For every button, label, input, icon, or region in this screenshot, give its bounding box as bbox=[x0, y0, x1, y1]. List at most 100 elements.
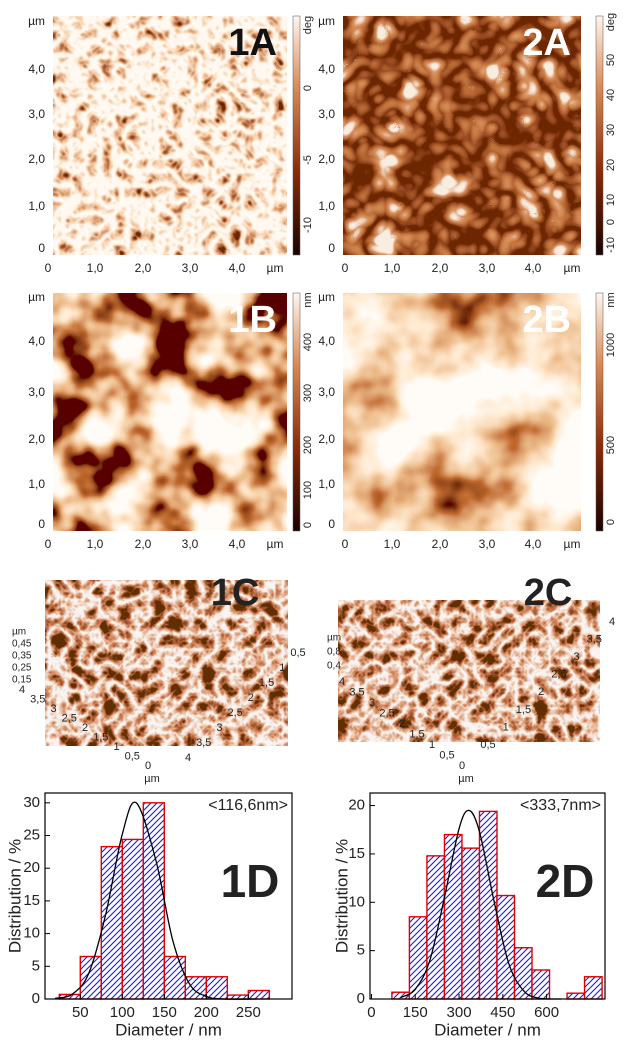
y-axis-label: Distribution / % bbox=[5, 839, 24, 953]
bar bbox=[80, 956, 101, 999]
panel-label: 1D bbox=[221, 855, 280, 907]
surface-tick-label: 3,5 bbox=[587, 633, 602, 645]
y-tick-label: 5 bbox=[357, 942, 365, 959]
surface-tick-label: µm bbox=[144, 773, 160, 785]
y-axis-label: Distribution / % bbox=[332, 839, 351, 953]
colorbar bbox=[596, 16, 603, 255]
surface-tick-label: 1 bbox=[503, 721, 509, 733]
x-tick-label: 0 bbox=[342, 261, 349, 275]
colorbar-label: deg bbox=[302, 16, 314, 34]
bar bbox=[409, 917, 427, 999]
colorbar-label: 1000 bbox=[605, 333, 617, 357]
y-tick-label: 0 bbox=[32, 990, 40, 1007]
surface-tick-label: 4 bbox=[339, 676, 345, 688]
z-tick-label: 0,45 bbox=[12, 639, 32, 650]
surface-tick-label: 0,5 bbox=[439, 749, 454, 761]
x-tick-label: µm bbox=[564, 261, 581, 275]
bar bbox=[122, 839, 143, 999]
x-tick-label: 1,0 bbox=[87, 261, 104, 275]
panel-label: 2D bbox=[536, 855, 595, 907]
y-tick-label: 15 bbox=[23, 892, 40, 909]
x-tick-label: 150 bbox=[403, 1004, 428, 1021]
surface-tick-label: µm bbox=[458, 773, 474, 785]
bar bbox=[585, 977, 603, 999]
bar bbox=[143, 803, 164, 999]
surface-tick-label: 2,5 bbox=[62, 712, 77, 724]
x-tick-label: 300 bbox=[447, 1004, 472, 1021]
surface-tick-label: 2 bbox=[399, 718, 405, 730]
x-axis-label: Diameter / nm bbox=[115, 1020, 222, 1039]
bar bbox=[567, 993, 585, 999]
x-tick-label: 600 bbox=[534, 1004, 559, 1021]
colorbar-label: -10 bbox=[605, 237, 617, 253]
y-tick-label: 0 bbox=[38, 241, 45, 255]
surface-tick-label: 1,5 bbox=[409, 728, 424, 740]
surface-tick-label: 1,5 bbox=[259, 677, 274, 689]
surface-tick-label: 1,5 bbox=[516, 704, 531, 716]
y-tick-label: 1,0 bbox=[318, 199, 335, 213]
y-tick-label: 20 bbox=[348, 797, 365, 814]
x-tick-label: 2,0 bbox=[135, 261, 152, 275]
surface-tick-label: 4 bbox=[185, 752, 191, 764]
colorbar bbox=[293, 16, 300, 255]
surface-tick-label: 3,5 bbox=[196, 737, 211, 749]
surface-tick-label: 0,5 bbox=[290, 647, 305, 659]
y-tick-label: 1,0 bbox=[28, 477, 45, 491]
surface-tick-label: 0,5 bbox=[480, 739, 495, 751]
y-tick-label: 4,0 bbox=[318, 62, 335, 76]
surface-tick-label: 1 bbox=[279, 662, 285, 674]
x-tick-label: 150 bbox=[152, 1004, 177, 1021]
surface-tick-label: 3 bbox=[574, 651, 580, 663]
x-tick-label: 3,0 bbox=[182, 537, 199, 551]
surface-tick-label: 2 bbox=[538, 686, 544, 698]
colorbar-label: 0 bbox=[302, 522, 314, 528]
surface-tick-label: 2 bbox=[248, 692, 254, 704]
bar bbox=[497, 896, 515, 999]
bar bbox=[248, 990, 269, 999]
colorbar-label: 500 bbox=[605, 436, 617, 454]
colorbar-label: 50 bbox=[605, 54, 617, 66]
colorbar-label: nm bbox=[605, 292, 617, 307]
panel-label: 1B bbox=[228, 299, 277, 341]
y-tick-label: 0 bbox=[357, 990, 365, 1007]
surface-tick-label: 3 bbox=[216, 722, 222, 734]
y-tick-label: 5 bbox=[32, 957, 40, 974]
y-tick-label: 2,0 bbox=[28, 432, 45, 446]
y-tick-label: 3,0 bbox=[28, 107, 45, 121]
surface-tick-label: 2,5 bbox=[227, 707, 242, 719]
x-tick-label: 4,0 bbox=[525, 261, 542, 275]
surface-tick-label: 1,5 bbox=[93, 731, 108, 743]
colorbar-label: nm bbox=[302, 292, 314, 307]
bar bbox=[427, 856, 445, 999]
surface-tick-label: 3 bbox=[369, 697, 375, 709]
surface-tick-label: 0,5 bbox=[125, 750, 140, 762]
panel-label: 1A bbox=[228, 22, 277, 64]
x-tick-label: 4,0 bbox=[229, 537, 246, 551]
colorbar bbox=[293, 293, 300, 531]
y-tick-label: µm bbox=[318, 290, 335, 304]
colorbar-label: 0 bbox=[302, 85, 314, 91]
x-tick-label: 0 bbox=[342, 537, 349, 551]
surface-tick-label: 4 bbox=[19, 684, 25, 696]
x-tick-label: µm bbox=[564, 537, 581, 551]
panel-label: 2B bbox=[522, 299, 571, 341]
x-tick-label: 0 bbox=[45, 261, 52, 275]
y-tick-label: 2,0 bbox=[318, 152, 335, 166]
x-tick-label: 2,0 bbox=[432, 537, 449, 551]
x-tick-label: 2,0 bbox=[135, 537, 152, 551]
y-tick-label: 3,0 bbox=[318, 107, 335, 121]
bar bbox=[206, 977, 227, 999]
bar bbox=[515, 948, 533, 999]
x-tick-label: µm bbox=[267, 261, 284, 275]
colorbar-label: 400 bbox=[302, 333, 314, 351]
y-tick-label: 20 bbox=[23, 859, 40, 876]
colorbar-label: 30 bbox=[605, 124, 617, 136]
colorbar-label: 0 bbox=[605, 219, 617, 225]
y-tick-label: 0 bbox=[328, 517, 335, 531]
x-tick-label: 0 bbox=[45, 537, 52, 551]
z-tick-label: 0,25 bbox=[12, 663, 32, 674]
colorbar-label: 100 bbox=[302, 481, 314, 499]
colorbar-label: -5 bbox=[302, 155, 314, 165]
x-tick-label: 450 bbox=[490, 1004, 515, 1021]
surface-tick-label: 4 bbox=[609, 616, 615, 628]
